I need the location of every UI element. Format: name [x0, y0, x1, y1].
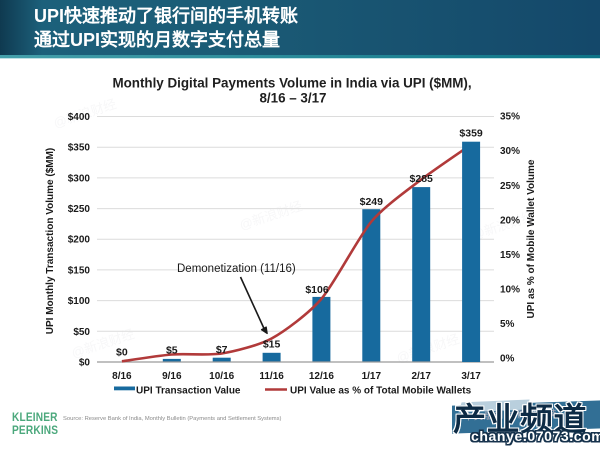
svg-text:$400: $400 — [68, 112, 91, 123]
svg-text:$250: $250 — [68, 204, 91, 215]
svg-text:5%: 5% — [500, 319, 515, 330]
svg-text:1/17: 1/17 — [362, 371, 382, 382]
svg-text:UPI as % of Mobile Wallet Volu: UPI as % of Mobile Wallet Volume — [526, 159, 537, 318]
svg-text:$249: $249 — [360, 196, 384, 208]
svg-text:Demonetization (11/16): Demonetization (11/16) — [177, 263, 296, 275]
svg-text:30%: 30% — [500, 146, 520, 157]
svg-text:12/16: 12/16 — [309, 371, 334, 382]
svg-text:$150: $150 — [68, 265, 91, 276]
svg-text:3/17: 3/17 — [461, 371, 481, 382]
svg-text:$5: $5 — [166, 345, 178, 357]
svg-text:$100: $100 — [68, 296, 91, 307]
svg-text:10/16: 10/16 — [209, 371, 234, 382]
svg-text:9/16: 9/16 — [162, 371, 182, 382]
svg-text:20%: 20% — [500, 215, 520, 226]
svg-text:11/16: 11/16 — [259, 371, 284, 382]
svg-text:$50: $50 — [73, 327, 90, 338]
svg-text:UPI Transaction Value: UPI Transaction Value — [136, 386, 241, 397]
svg-text:0%: 0% — [500, 354, 515, 365]
svg-text:25%: 25% — [500, 181, 520, 192]
svg-text:8/16 – 3/17: 8/16 – 3/17 — [259, 91, 326, 106]
svg-text:$300: $300 — [68, 173, 91, 184]
svg-text:8/16: 8/16 — [112, 371, 132, 382]
svg-text:$285: $285 — [410, 173, 434, 185]
svg-text:UPI Monthly Transaction Volume: UPI Monthly Transaction Volume ($MM) — [45, 148, 56, 335]
svg-text:2/17: 2/17 — [411, 371, 431, 382]
svg-text:10%: 10% — [500, 285, 520, 296]
svg-text:UPI Value as % of Total Mobile: UPI Value as % of Total Mobile Wallets — [290, 386, 472, 397]
svg-text:Monthly Digital Payments Volum: Monthly Digital Payments Volume in India… — [112, 76, 471, 91]
svg-text:$350: $350 — [68, 143, 91, 154]
svg-text:$359: $359 — [459, 128, 483, 140]
svg-text:$15: $15 — [263, 339, 281, 351]
svg-text:$0: $0 — [116, 347, 128, 359]
svg-text:$200: $200 — [68, 235, 91, 246]
svg-text:35%: 35% — [500, 112, 520, 123]
svg-text:$7: $7 — [216, 344, 228, 356]
svg-text:$106: $106 — [305, 284, 329, 296]
svg-text:$0: $0 — [79, 358, 91, 369]
svg-text:15%: 15% — [500, 250, 520, 261]
